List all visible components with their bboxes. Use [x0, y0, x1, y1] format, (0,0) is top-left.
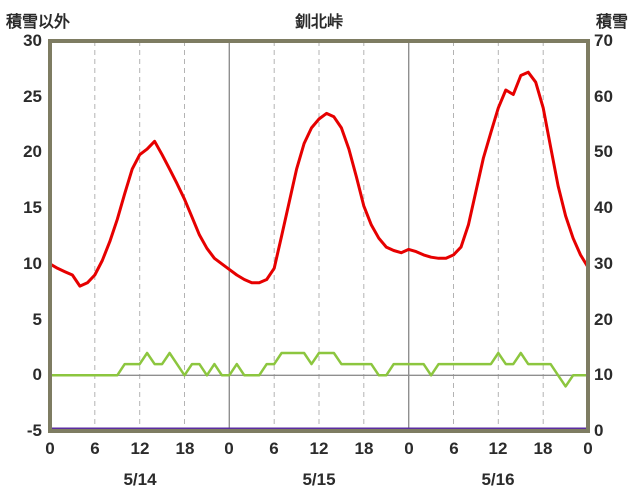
- left-axis-tick-label: 0: [32, 365, 42, 384]
- right-axis-tick-label: 30: [594, 254, 613, 273]
- left-axis-tick-label: 5: [32, 310, 42, 329]
- right-axis-tick-label: 60: [594, 87, 613, 106]
- green-line: [48, 351, 590, 388]
- left-axis-tick-label: 30: [23, 31, 42, 50]
- x-axis-tick-label: 18: [354, 439, 374, 458]
- right-axis-title: 積雪: [595, 14, 628, 31]
- x-axis-tick-label: 6: [90, 439, 100, 458]
- left-axis-tick-label: 10: [23, 254, 42, 273]
- right-axis-tick-label: 70: [594, 31, 613, 50]
- x-axis-tick-label: 0: [404, 439, 414, 458]
- left-axis-title: 積雪以外: [6, 14, 71, 31]
- date-label: 5/16: [481, 470, 515, 489]
- right-axis-tick-label: 0: [594, 421, 604, 440]
- x-axis-tick-label: 0: [224, 439, 234, 458]
- right-axis-tick-label: 10: [594, 365, 613, 384]
- left-axis-tick-label: 20: [23, 142, 42, 161]
- right-axis-tick-label: 50: [594, 142, 613, 161]
- x-axis-tick-label: 12: [488, 439, 508, 458]
- right-axis-tick-label: 40: [594, 198, 613, 217]
- red-line: [48, 70, 590, 288]
- x-axis-tick-label: 6: [269, 439, 279, 458]
- left-axis-tick-label: 25: [23, 87, 42, 106]
- x-axis-tick-label: 12: [309, 439, 329, 458]
- left-axis-tick-label: 15: [23, 198, 42, 217]
- right-axis-tick-label: 20: [594, 310, 613, 329]
- x-axis-tick-label: 12: [130, 439, 150, 458]
- date-label: 5/14: [123, 470, 157, 489]
- chart-title: 釧北峠: [294, 14, 343, 31]
- x-axis-tick-label: 6: [449, 439, 459, 458]
- left-axis-tick-label: -5: [26, 421, 42, 440]
- x-axis-tick-label: 18: [175, 439, 195, 458]
- x-axis-tick-label: 18: [533, 439, 553, 458]
- x-axis-tick-label: 0: [45, 439, 55, 458]
- x-axis-tick-label: 0: [583, 439, 593, 458]
- date-label: 5/15: [302, 470, 336, 489]
